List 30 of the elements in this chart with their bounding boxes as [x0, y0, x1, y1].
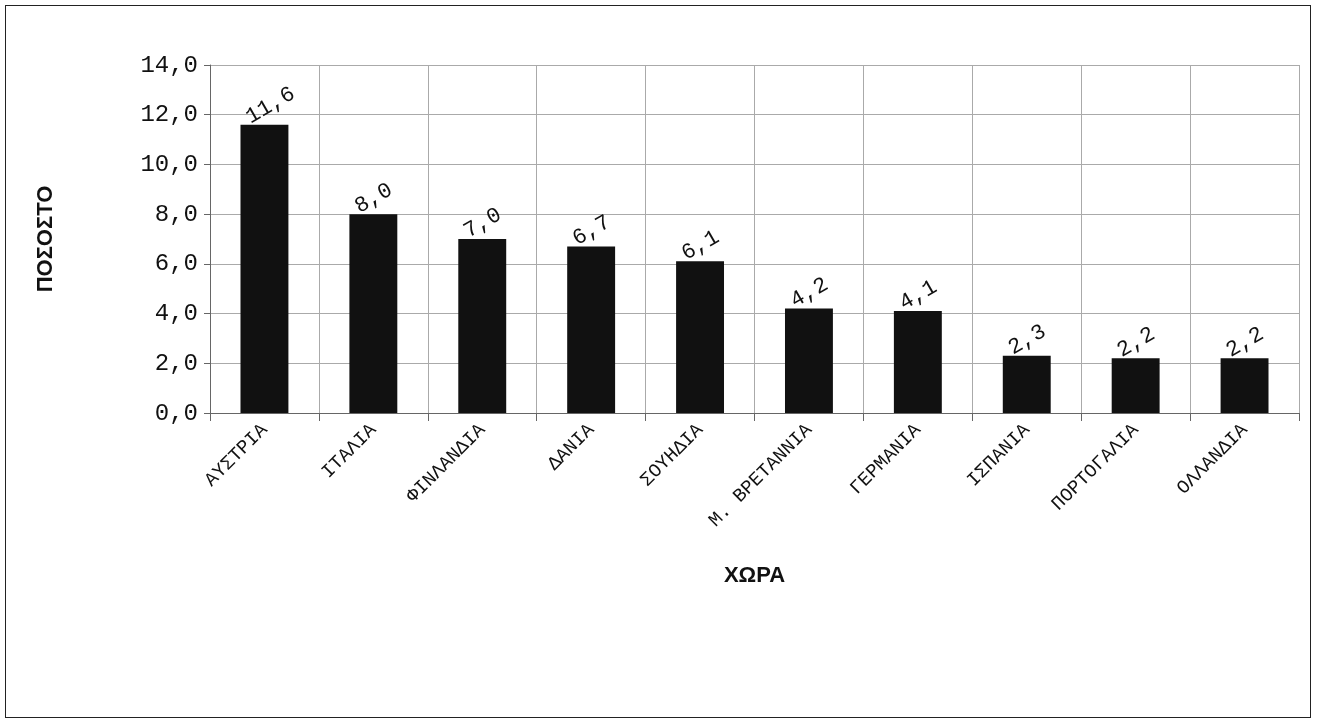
bar: [458, 239, 507, 413]
y-tick-label: 10,0: [140, 150, 198, 178]
bar: [240, 124, 289, 413]
data-label: 2,2: [1221, 321, 1269, 364]
bar: [1002, 355, 1051, 413]
y-tick-label: 0,0: [154, 399, 198, 427]
bar: [1220, 358, 1269, 413]
y-tick-label: 4,0: [154, 300, 198, 328]
y-tick-label: 14,0: [140, 51, 198, 79]
y-tick-label: 12,0: [140, 101, 198, 129]
y-tick-label: 8,0: [154, 200, 198, 228]
data-label: 6,7: [568, 210, 616, 252]
bar: [784, 308, 833, 413]
y-tick-label: 2,0: [154, 349, 198, 377]
data-label: 4,2: [786, 272, 833, 314]
bar: [349, 214, 398, 413]
bar: [893, 311, 942, 413]
data-label: 7,0: [459, 202, 507, 245]
data-label: 2,3: [1003, 319, 1051, 361]
data-label: 2,2: [1112, 321, 1160, 364]
data-label: 6,1: [677, 224, 724, 267]
data-label: 4,1: [894, 274, 942, 317]
bar: [676, 261, 725, 413]
y-axis-title: ΠΟΣΟΣΤΟ: [31, 185, 57, 293]
y-tick-label: 6,0: [154, 250, 198, 278]
data-label: 11,6: [241, 81, 300, 130]
x-axis-title: ΧΩΡΑ: [723, 561, 786, 587]
bar: [1111, 358, 1160, 413]
data-label: 8,0: [350, 177, 398, 220]
bar: [567, 246, 616, 413]
